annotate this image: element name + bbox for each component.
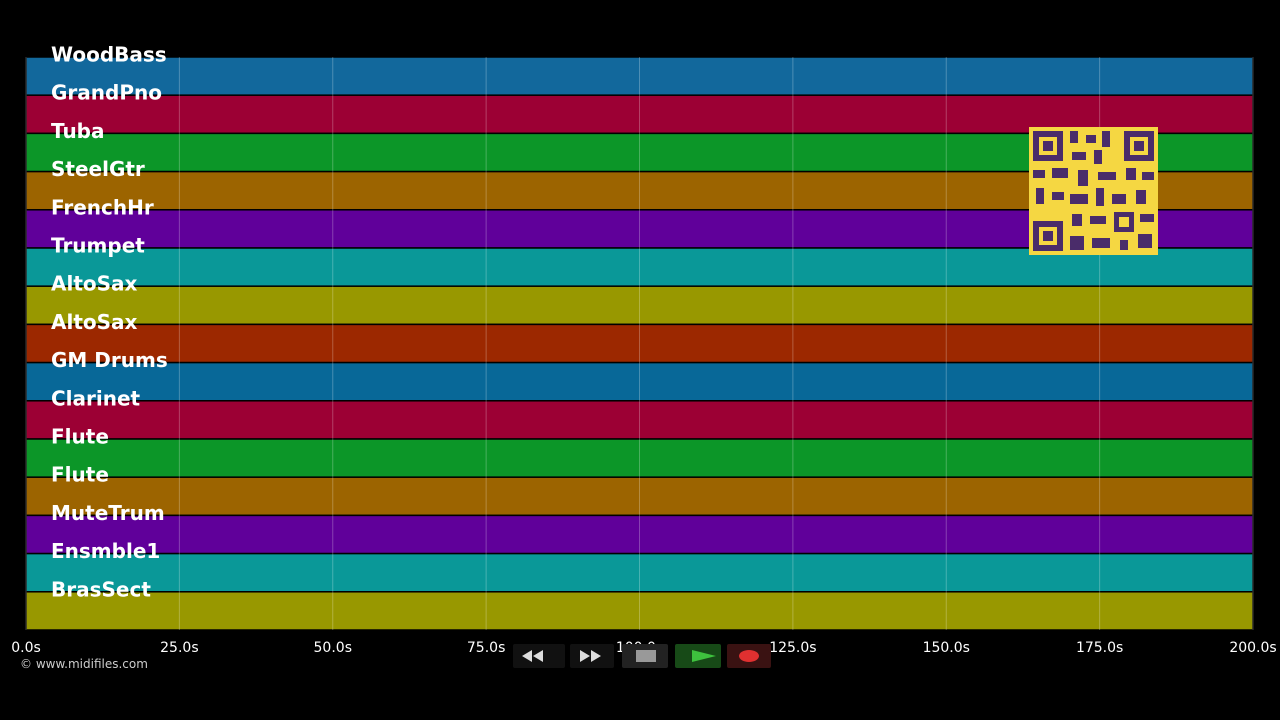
x-tick-label: 75.0s bbox=[467, 640, 505, 656]
track-band bbox=[25, 56, 1254, 96]
track-name: WoodBass bbox=[51, 43, 167, 67]
x-tick-label: 0.0s bbox=[11, 640, 41, 656]
track-name: Trumpet bbox=[51, 234, 145, 258]
track-name: GrandPno bbox=[51, 81, 162, 105]
track-band bbox=[25, 591, 1254, 631]
track-band bbox=[25, 438, 1254, 478]
x-tick-label: 175.0s bbox=[1076, 640, 1123, 656]
track-band bbox=[25, 476, 1254, 517]
credit: © www.midifiles.com bbox=[20, 657, 148, 671]
track-name: Flute bbox=[51, 463, 109, 487]
track-name: AltoSax bbox=[51, 272, 138, 296]
x-tick-label: 200.0s bbox=[1229, 640, 1276, 656]
x-tick-label: 25.0s bbox=[160, 640, 198, 656]
track-name: Tuba bbox=[51, 119, 105, 143]
qr-code bbox=[1029, 127, 1158, 255]
transport-controls bbox=[513, 644, 771, 668]
track-band bbox=[25, 400, 1254, 440]
track-name: MuteTrum bbox=[51, 501, 165, 525]
track-band bbox=[25, 323, 1254, 364]
x-tick-label: 150.0s bbox=[923, 640, 970, 656]
x-tick-label: 125.0s bbox=[769, 640, 816, 656]
track-name: GM Drums bbox=[51, 348, 168, 372]
track-name: FrenchHr bbox=[51, 195, 154, 219]
track-name: BrasSect bbox=[51, 577, 151, 601]
track-name: AltoSax bbox=[51, 310, 138, 334]
track-name: Clarinet bbox=[51, 386, 141, 410]
track-band bbox=[25, 552, 1254, 593]
track-name: SteelGtr bbox=[51, 157, 145, 181]
track-name: Ensmble1 bbox=[51, 539, 160, 563]
x-tick-label: 50.0s bbox=[314, 640, 352, 656]
track-name: Flute bbox=[51, 425, 109, 449]
